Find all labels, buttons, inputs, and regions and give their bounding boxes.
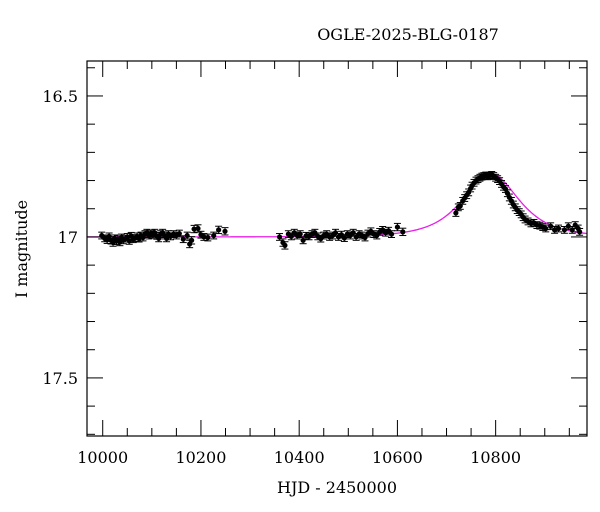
y-tick-label: 16.5 [42,87,78,106]
data-point [188,236,196,245]
axis-ticks [87,61,587,436]
data-point [175,229,183,238]
x-tick-label: 10000 [77,448,128,467]
y-tick-label: 17 [58,228,78,247]
x-axis-label: HJD - 2450000 [277,478,397,497]
y-tick-label: 17.5 [42,369,78,388]
x-tick-label: 10600 [372,448,423,467]
data-point [576,227,584,236]
data-point [393,222,401,232]
x-tick-label: 10800 [470,448,521,467]
data-point [542,224,550,233]
data-point [281,241,289,250]
data-point [200,233,208,241]
plot-frame [86,60,588,437]
data-point [367,227,375,236]
x-tick-labels: 10000 10200 10400 10600 10800 [77,448,521,467]
data-points [98,171,584,250]
data-point [190,224,198,234]
data-point [221,227,229,236]
data-point [555,224,563,233]
data-point [204,233,212,242]
y-axis-label: I magnitude [12,200,31,298]
x-tick-label: 10400 [274,448,325,467]
data-point [388,230,396,239]
data-point [179,235,187,244]
data-point [547,222,555,231]
data-point [215,225,223,235]
chart-title: OGLE-2025-BLG-0187 [317,25,499,44]
y-tick-labels: 16.5 17 17.5 [42,87,78,388]
data-point [296,230,304,239]
plot-area [87,171,588,250]
data-point [210,231,218,240]
x-tick-label: 10200 [175,448,226,467]
data-point [399,227,407,237]
